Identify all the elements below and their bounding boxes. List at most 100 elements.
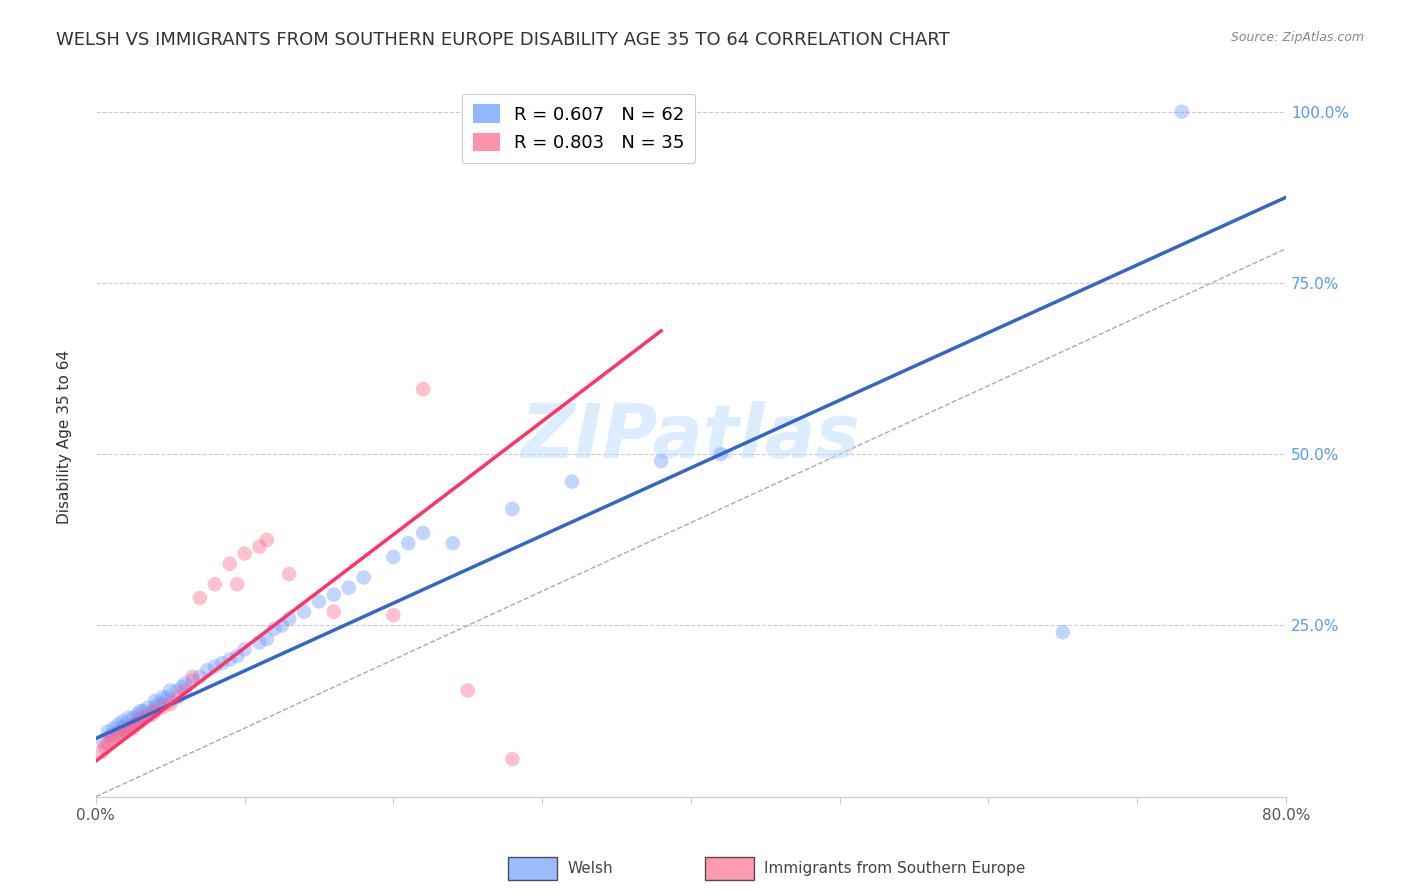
Point: [172, 680, 194, 694]
Point: [256, 632, 278, 647]
Point: [211, 656, 233, 670]
Point: [111, 721, 134, 735]
Text: Immigrants from Southern Europe: Immigrants from Southern Europe: [763, 862, 1025, 876]
Point: [1052, 625, 1074, 640]
Point: [322, 588, 344, 602]
Point: [256, 533, 278, 547]
Point: [337, 581, 360, 595]
Point: [136, 700, 159, 714]
Point: [132, 711, 155, 725]
Point: [143, 700, 166, 714]
Point: [270, 618, 292, 632]
Point: [249, 540, 271, 554]
Point: [132, 704, 155, 718]
Point: [100, 733, 122, 747]
Point: [166, 683, 188, 698]
Legend: R = 0.607   N = 62, R = 0.803   N = 35: R = 0.607 N = 62, R = 0.803 N = 35: [461, 94, 696, 163]
Point: [501, 752, 523, 766]
Point: [141, 707, 163, 722]
Point: [233, 547, 256, 561]
Point: [122, 718, 145, 732]
Point: [117, 711, 139, 725]
Point: [100, 728, 122, 742]
Point: [204, 577, 226, 591]
Point: [129, 711, 152, 725]
Point: [107, 724, 129, 739]
Point: [148, 697, 170, 711]
Point: [396, 536, 419, 550]
Point: [136, 709, 159, 723]
Y-axis label: Disability Age 35 to 64: Disability Age 35 to 64: [58, 350, 72, 524]
Point: [650, 454, 672, 468]
Point: [159, 697, 181, 711]
Point: [188, 591, 211, 605]
Point: [107, 718, 129, 732]
Point: [204, 659, 226, 673]
Point: [114, 724, 136, 739]
Point: [457, 683, 479, 698]
Point: [122, 718, 145, 732]
Point: [152, 700, 174, 714]
Text: ZIPatlas: ZIPatlas: [520, 401, 860, 474]
Point: [143, 694, 166, 708]
Point: [114, 724, 136, 739]
Point: [159, 694, 181, 708]
Point: [97, 724, 120, 739]
Point: [97, 736, 120, 750]
Point: [143, 704, 166, 718]
Point: [93, 740, 115, 755]
Point: [233, 642, 256, 657]
Point: [249, 635, 271, 649]
Point: [278, 611, 301, 625]
Point: [122, 721, 145, 735]
Point: [136, 707, 159, 722]
Text: WELSH VS IMMIGRANTS FROM SOUTHERN EUROPE DISABILITY AGE 35 TO 64 CORRELATION CHA: WELSH VS IMMIGRANTS FROM SOUTHERN EUROPE…: [56, 31, 950, 49]
Point: [111, 714, 134, 729]
Point: [103, 730, 125, 744]
Point: [412, 382, 434, 396]
Point: [218, 557, 240, 571]
Point: [382, 608, 405, 623]
Point: [132, 711, 155, 725]
Point: [382, 549, 405, 564]
Point: [156, 690, 179, 705]
Point: [117, 721, 139, 735]
Point: [129, 714, 152, 729]
Point: [308, 594, 330, 608]
Point: [174, 676, 197, 690]
Point: [127, 715, 149, 730]
Point: [114, 718, 136, 732]
Text: Source: ZipAtlas.com: Source: ZipAtlas.com: [1230, 31, 1364, 45]
Point: [127, 707, 149, 722]
Point: [195, 663, 218, 677]
Point: [501, 502, 523, 516]
Point: [188, 670, 211, 684]
Point: [152, 697, 174, 711]
Point: [181, 673, 204, 688]
Point: [103, 721, 125, 735]
Point: [129, 704, 152, 718]
Point: [412, 525, 434, 540]
Point: [263, 622, 285, 636]
Point: [127, 714, 149, 729]
Point: [166, 690, 188, 705]
Point: [117, 721, 139, 735]
Point: [710, 447, 733, 461]
Point: [353, 570, 375, 584]
Point: [441, 536, 464, 550]
Point: [122, 711, 145, 725]
Point: [226, 577, 249, 591]
Point: [91, 735, 114, 749]
Point: [218, 653, 240, 667]
Text: Welsh: Welsh: [567, 862, 613, 876]
Point: [226, 649, 249, 664]
Point: [90, 745, 112, 759]
Point: [141, 704, 163, 718]
Point: [174, 683, 197, 698]
Point: [107, 728, 129, 742]
Point: [322, 605, 344, 619]
Point: [292, 605, 315, 619]
Point: [152, 690, 174, 705]
Point: [1171, 104, 1194, 119]
Point: [561, 475, 583, 489]
